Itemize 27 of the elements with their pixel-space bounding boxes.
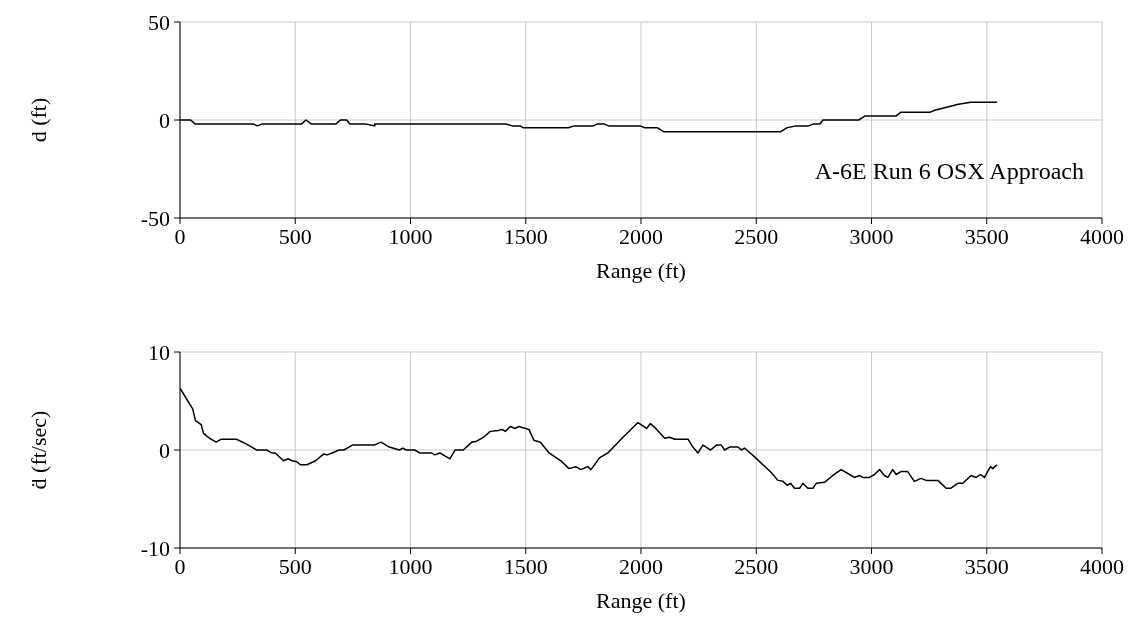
x-tick-label: 500 [278,553,312,579]
x-tick-label: 2500 [734,223,779,249]
y-tick-label: 50 [148,9,170,35]
x-tick-label: 500 [278,223,312,249]
x-tick-label: 3000 [849,553,894,579]
y-tick-label: -10 [140,535,170,561]
x-tick-label: 3000 [849,223,894,249]
x-tick-label: 3500 [964,553,1009,579]
y-tick-label: -50 [140,205,170,231]
x-axis-title: Range (ft) [596,588,686,613]
x-tick-label: 3500 [964,223,1009,249]
x-tick-label: 1500 [503,553,548,579]
annotation: A-6E Run 6 OSX Approach [814,158,1084,185]
y-tick-label: 0 [159,437,170,463]
x-axis-title: Range (ft) [596,258,686,283]
y-axis-title: ḋ (ft/sec) [25,410,51,490]
y-tick-label: 0 [159,107,170,133]
y-tick-label: 10 [148,339,170,365]
x-tick-label: 2500 [734,553,779,579]
x-tick-label: 2000 [619,553,663,579]
x-tick-label: 1000 [388,223,433,249]
x-tick-label: 4000 [1080,223,1124,249]
x-tick-label: 1500 [503,223,548,249]
x-tick-label: 1000 [388,553,433,579]
x-tick-label: 2000 [619,223,663,249]
x-tick-label: 4000 [1080,553,1124,579]
y-axis-title: d (ft) [25,97,51,143]
